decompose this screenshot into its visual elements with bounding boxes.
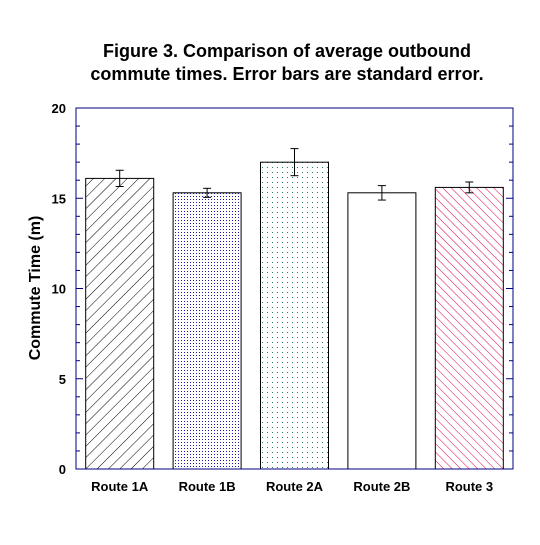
error-bar-route-1b (203, 187, 212, 198)
x-tick-label: Route 3 (445, 479, 493, 494)
error-bar-route-1a (115, 169, 124, 188)
tick-labels-layer: Route 1A Route 1B Route 2A Route 2B Route 3 0… (52, 101, 494, 494)
error-bar-route-2b (377, 185, 386, 201)
y-axis-label: Commute Time (m) (27, 216, 44, 361)
y-tick-label: 15 (52, 191, 66, 206)
y-tick-label: 10 (52, 282, 66, 297)
bar-route-1a (85, 177, 155, 470)
x-tick-label: Route 2A (266, 479, 324, 494)
y-tick-label: 20 (52, 101, 66, 116)
x-tick-label: Route 1A (91, 479, 149, 494)
bar-route-2b (347, 192, 417, 470)
chart-title-line-2: commute times. Error bars are standard e… (90, 64, 483, 84)
axes-layer (75, 107, 514, 470)
chart-title-line-1: Figure 3. Comparison of average outbound (103, 41, 471, 61)
error-bar-route-2a (290, 148, 299, 177)
x-tick-label: Route 1B (179, 479, 236, 494)
error-bars-layer (115, 148, 474, 201)
bar-route-1b (172, 192, 242, 470)
bars-layer (85, 161, 504, 470)
x-tick-label: Route 2B (353, 479, 410, 494)
bar-route-2a (260, 161, 329, 470)
bar-route-3 (434, 186, 504, 470)
y-tick-label: 5 (59, 372, 66, 387)
y-tick-label: 0 (59, 462, 66, 477)
error-bar-route-3 (465, 181, 474, 194)
